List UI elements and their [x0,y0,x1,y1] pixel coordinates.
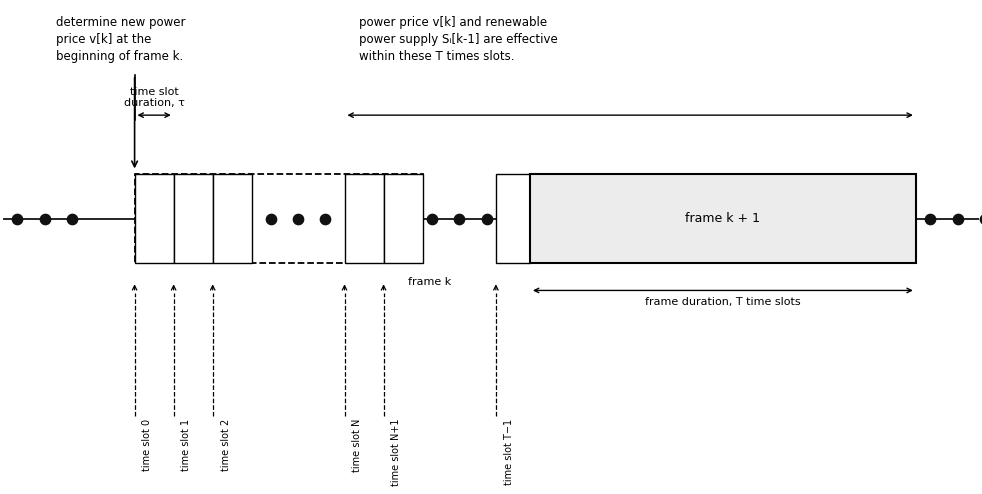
Text: determine new power
price v[k] at the
beginning of frame k.: determine new power price v[k] at the be… [57,16,186,63]
Text: frame duration, T time slots: frame duration, T time slots [645,297,800,307]
Point [950,214,965,222]
Text: time slot N+1: time slot N+1 [392,418,402,486]
Point [452,214,467,222]
Point [64,214,80,222]
Bar [496,173,530,263]
Text: time slot T−1: time slot T−1 [504,418,514,485]
Point [479,214,495,222]
Point [424,214,440,222]
Bar [530,173,916,263]
Point [317,214,333,222]
Text: time slot 2: time slot 2 [221,418,231,471]
Bar [384,173,422,263]
Text: time slot
duration, τ: time slot duration, τ [124,87,185,108]
Bar [135,173,422,263]
Bar [174,173,213,263]
Bar [345,173,384,263]
Text: time slot 1: time slot 1 [182,418,191,471]
Point [263,214,279,222]
Text: power price v[k] and renewable
power supply Sᵢ[k-1] are effective
within these T: power price v[k] and renewable power sup… [359,16,558,63]
Point [37,214,53,222]
Text: time slot N: time slot N [353,418,362,472]
Text: frame k: frame k [408,277,452,287]
Text: time slot 0: time slot 0 [142,418,152,471]
Point [10,214,26,222]
Bar [213,173,251,263]
Point [291,214,306,222]
Point [922,214,938,222]
Point [977,214,982,222]
Text: frame k + 1: frame k + 1 [685,212,760,225]
Bar [135,173,174,263]
